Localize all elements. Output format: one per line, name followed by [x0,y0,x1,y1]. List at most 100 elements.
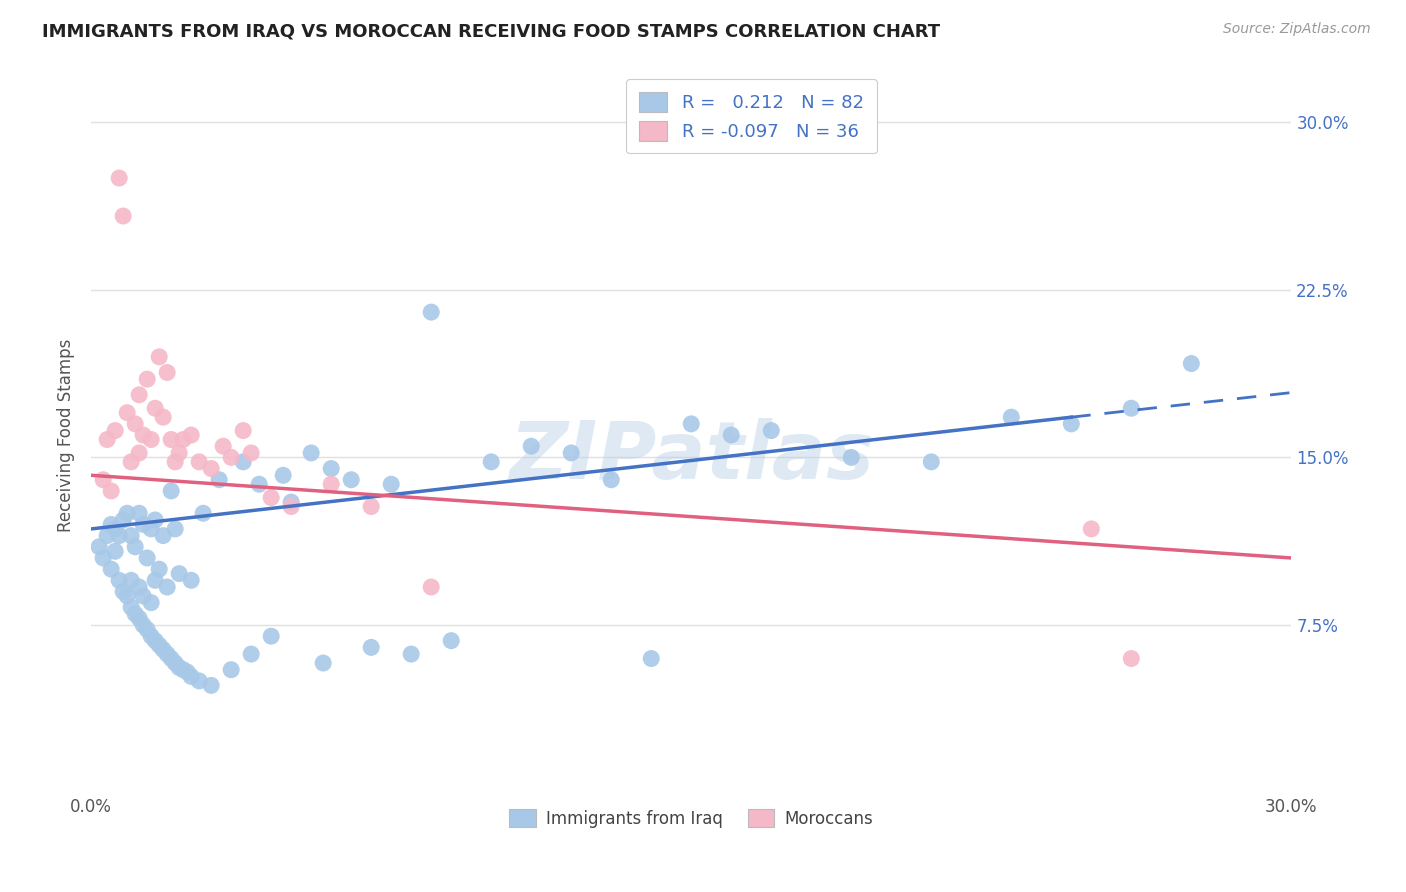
Point [188,673,211,688]
Point [312,656,335,670]
Point [360,640,382,655]
Point [520,439,543,453]
Legend: Immigrants from Iraq, Moroccans: Immigrants from Iraq, Moroccans [502,803,880,834]
Point [108,528,131,542]
Point [299,446,322,460]
Point [141,596,163,610]
Point [180,428,202,442]
Point [152,642,174,657]
Point [120,455,142,469]
Point [193,506,215,520]
Point [172,433,194,447]
Point [1060,417,1083,431]
Point [180,669,202,683]
Point [100,517,122,532]
Point [115,406,138,420]
Point [128,611,150,625]
Point [280,500,302,514]
Point [104,522,127,536]
Point [143,513,166,527]
Point [280,495,302,509]
Point [212,439,235,453]
Point [120,600,142,615]
Point [108,171,131,186]
Point [1121,401,1143,416]
Point [136,372,159,386]
Point [156,580,179,594]
Point [420,305,443,319]
Point [132,589,155,603]
Point [104,424,127,438]
Point [91,473,114,487]
Point [167,446,190,460]
Point [260,629,283,643]
Point [148,350,170,364]
Point [260,491,283,505]
Point [321,461,343,475]
Point [104,544,127,558]
Point [96,528,118,542]
Point [200,678,222,692]
Point [600,473,623,487]
Point [167,566,190,581]
Point [165,455,187,469]
Point [143,401,166,416]
Point [100,483,122,498]
Point [96,433,118,447]
Point [188,455,211,469]
Point [143,633,166,648]
Point [340,473,363,487]
Point [89,540,111,554]
Y-axis label: Receiving Food Stamps: Receiving Food Stamps [58,338,75,532]
Point [240,647,263,661]
Point [839,450,862,465]
Point [141,522,163,536]
Point [640,651,662,665]
Point [560,446,582,460]
Point [321,477,343,491]
Point [148,638,170,652]
Point [91,551,114,566]
Point [112,209,135,223]
Point [380,477,402,491]
Point [132,517,155,532]
Point [208,473,231,487]
Point [1180,357,1202,371]
Point [1080,522,1102,536]
Point [240,446,263,460]
Point [160,483,183,498]
Point [128,580,150,594]
Point [128,446,150,460]
Point [115,506,138,520]
Point [156,366,179,380]
Point [120,528,142,542]
Point [141,629,163,643]
Point [115,589,138,603]
Point [720,428,742,442]
Point [232,424,254,438]
Point [176,665,198,679]
Point [681,417,703,431]
Text: Source: ZipAtlas.com: Source: ZipAtlas.com [1223,22,1371,37]
Point [360,500,382,514]
Point [165,656,187,670]
Point [108,574,131,588]
Point [152,528,174,542]
Point [761,424,783,438]
Point [100,562,122,576]
Point [143,574,166,588]
Point [200,461,222,475]
Point [232,455,254,469]
Point [132,428,155,442]
Point [124,417,146,431]
Point [420,580,443,594]
Point [440,633,463,648]
Text: ZIPatlas: ZIPatlas [509,417,873,495]
Point [160,433,183,447]
Point [247,477,270,491]
Point [180,574,202,588]
Point [219,450,242,465]
Point [152,410,174,425]
Point [399,647,422,661]
Point [1000,410,1022,425]
